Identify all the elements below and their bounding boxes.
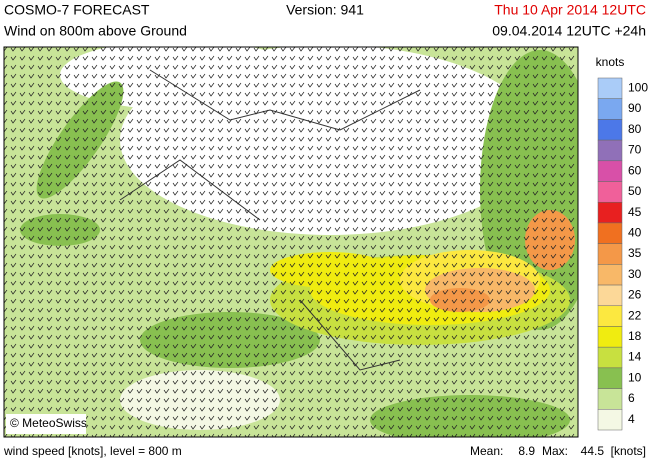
- max-label: Max:: [542, 444, 568, 458]
- legend-swatch: [597, 160, 623, 182]
- legend-unit: knots: [596, 55, 625, 69]
- map: © MeteoSwiss: [4, 47, 578, 437]
- footer-description: wind speed [knots], level = 800 m: [3, 444, 182, 458]
- legend-label: 80: [628, 122, 642, 136]
- legend-swatch: [597, 284, 623, 307]
- legend-label: 26: [628, 288, 642, 302]
- legend-label: 45: [628, 205, 642, 219]
- legend-label: 60: [628, 163, 642, 177]
- legend-swatch: [597, 201, 623, 224]
- max-value: 44.5: [581, 444, 605, 458]
- legend-swatch: [597, 77, 623, 99]
- legend-swatch: [597, 367, 623, 389]
- legend-label: 18: [628, 329, 642, 343]
- legend-swatch: [597, 388, 623, 410]
- legend-swatch: [597, 326, 623, 348]
- legend-label: 70: [628, 143, 642, 157]
- legend-label: 30: [628, 267, 642, 281]
- title: COSMO-7 FORECAST: [4, 2, 150, 18]
- legend-swatch: [597, 98, 623, 120]
- legend-label: 40: [628, 225, 642, 239]
- legend-swatch: [597, 222, 623, 244]
- legend-swatch: [597, 119, 623, 141]
- legend-swatch: [597, 243, 623, 265]
- legend-label: 10: [628, 370, 642, 384]
- legend-swatch: [597, 181, 623, 203]
- legend-swatch: [597, 139, 623, 162]
- legend-label: 14: [628, 350, 642, 364]
- legend: 100 90 80 70 60 50 45 40 35 30 26 22 18 14 10 6 4: [597, 77, 648, 431]
- legend-label: 35: [628, 246, 642, 260]
- legend-label: 90: [628, 101, 642, 115]
- legend-swatch: [597, 346, 623, 369]
- legend-swatch: [597, 305, 623, 327]
- version: Version: 941: [286, 2, 364, 18]
- mean-label: Mean:: [470, 444, 503, 458]
- valid-time: Thu 10 Apr 2014 12UTC: [494, 2, 646, 18]
- legend-label: 4: [628, 412, 635, 426]
- copyright: © MeteoSwiss: [10, 416, 87, 430]
- mean-value: 8.9: [518, 444, 535, 458]
- legend-label: 100: [628, 81, 648, 95]
- subtitle: Wind on 800m above Ground: [4, 23, 187, 39]
- legend-swatch: [597, 264, 623, 286]
- legend-label: 50: [628, 184, 642, 198]
- run-time: 09.04.2014 12UTC +24h: [492, 23, 646, 39]
- legend-swatch: [597, 409, 623, 431]
- legend-label: 6: [628, 391, 635, 405]
- unit: [knots]: [611, 444, 646, 458]
- legend-label: 22: [628, 308, 642, 322]
